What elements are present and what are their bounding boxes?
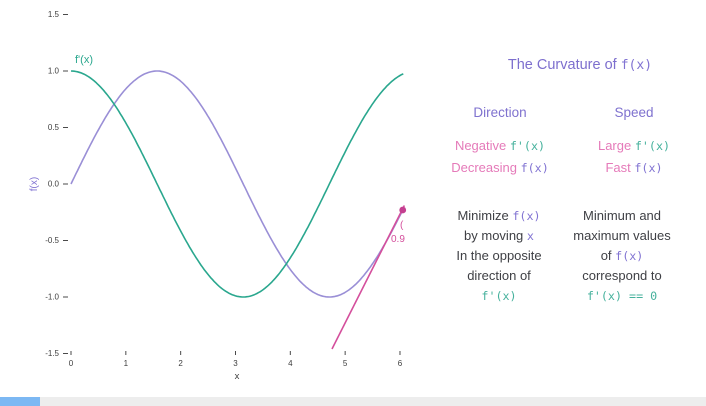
y-tick-label: -1.0	[45, 293, 59, 302]
text-segment: of	[600, 248, 616, 263]
text-segment: f(x)	[512, 209, 541, 223]
text-segment: Negative	[454, 138, 510, 153]
text-segment: Decreasing	[451, 160, 521, 175]
x-tick-label: 0	[69, 359, 74, 368]
speed-row-fast: Fast f(x)	[570, 158, 698, 178]
y-tick-label: -0.5	[45, 236, 59, 245]
y-tick-label: 1.0	[48, 67, 60, 76]
note-line: f'(x)	[428, 286, 570, 306]
text-segment: f(x)	[520, 161, 549, 175]
text-segment: by moving	[464, 228, 527, 243]
note-line: f'(x) == 0	[558, 286, 686, 306]
curvature-title: The Curvature of f(x)	[450, 55, 706, 76]
video-progress-bar[interactable]	[0, 397, 706, 406]
text-segment: maximum values	[573, 228, 671, 243]
y-tick-label: 1.5	[48, 10, 60, 19]
note-line: correspond to	[558, 266, 686, 286]
text-segment: Large	[597, 138, 635, 153]
derivative-curve-label: f'(x)	[75, 54, 93, 66]
text-segment: direction of	[467, 268, 531, 283]
speed-row-large: Large f'(x)	[570, 136, 698, 156]
video-progress-played	[0, 397, 41, 406]
direction-row-negative: Negative f'(x)	[430, 136, 570, 156]
text-segment: correspond to	[582, 268, 662, 283]
x-axis-label: x	[235, 371, 240, 382]
text-segment: f'(x)	[634, 139, 671, 153]
curve-cos	[70, 70, 404, 298]
note-line: maximum values	[558, 226, 686, 246]
speed-header: Speed	[614, 105, 654, 120]
tangent-label-line2: 0.9	[391, 234, 405, 245]
y-tick-label: 0.0	[48, 180, 60, 189]
note-line: Minimum and	[558, 206, 686, 226]
plot-pane: 1.5 1.0 0.5 0.0 -0.5 -1.0 -1.5 0 1 2 3 4 5 6 x f(x) f'(x…	[29, 10, 407, 382]
text-segment: f'(x)	[509, 139, 546, 153]
note-line: Minimize f(x)	[428, 206, 570, 226]
function-plot: 1.5 1.0 0.5 0.0 -0.5 -1.0 -1.5 0 1 2 3 4 5 6 x f(x) f'(x…	[29, 10, 407, 382]
note-line: direction of	[428, 266, 570, 286]
x-tick-label: 6	[398, 359, 403, 368]
curve-sin	[70, 70, 405, 298]
moving-point	[399, 206, 407, 214]
note-line: by moving x	[428, 226, 570, 246]
text-segment: f'(x)	[481, 289, 517, 303]
text-segment: Minimize	[457, 208, 513, 223]
x-tick-label: 2	[178, 359, 183, 368]
minimize-note: Minimize f(x) by moving x In the opposite d…	[428, 206, 570, 306]
text-segment: Fast	[605, 160, 635, 175]
note-line: of f(x)	[558, 246, 686, 266]
note-line: In the opposite	[428, 246, 570, 266]
x-tick-label: 4	[288, 359, 293, 368]
text-segment: f(x)	[620, 58, 653, 73]
text-segment: f'(x) == 0	[586, 289, 658, 303]
y-tick-label: -1.5	[45, 349, 59, 358]
text-segment: Minimum and	[582, 208, 662, 223]
text-segment: In the opposite	[456, 248, 542, 263]
text-segment: x	[526, 229, 534, 243]
y-axis-label: f(x)	[29, 177, 40, 191]
y-tick-label: 0.5	[48, 123, 60, 132]
direction-header: Direction	[473, 105, 527, 120]
text-segment: f(x)	[634, 161, 663, 175]
direction-row-decreasing: Decreasing f(x)	[430, 158, 570, 178]
extrema-note: Minimum and maximum values of f(x) correspo…	[558, 206, 686, 306]
tangent-label-line1: (	[400, 220, 404, 231]
x-tick-label: 5	[343, 359, 348, 368]
tangent-line	[331, 205, 406, 350]
x-tick-label: 1	[124, 359, 129, 368]
text-segment: The Curvature of	[507, 57, 621, 73]
text-segment: f(x)	[615, 249, 644, 263]
x-tick-label: 3	[233, 359, 238, 368]
